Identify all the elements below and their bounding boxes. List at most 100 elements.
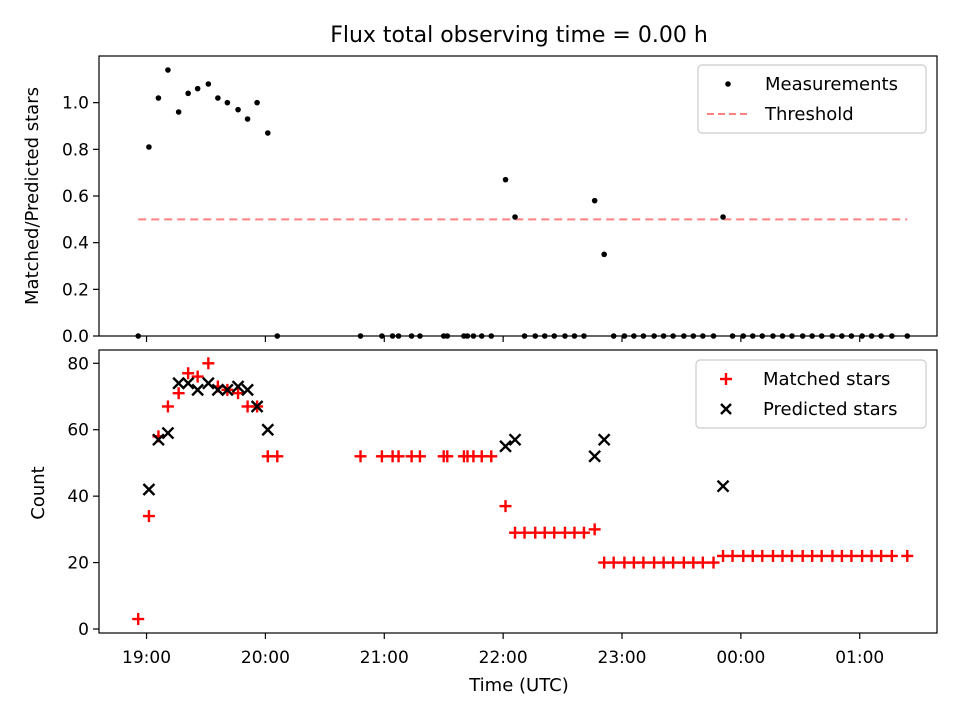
- matched-star-point: [132, 613, 145, 626]
- measurement-point: [194, 85, 201, 92]
- predicted-x-stroke-b: [261, 423, 275, 437]
- predicted-star-point: [172, 376, 185, 390]
- predicted-star-point: [499, 439, 512, 453]
- top-panel: 0.0 0.2 0.4 0.6 0.8 1.0 Matched/Predicted sta…: [22, 55, 938, 347]
- legend-matched-marker: [720, 373, 732, 385]
- predicted-star-point: [142, 483, 156, 496]
- measurement-point: [254, 99, 260, 106]
- matched-star-point: [577, 526, 590, 539]
- bottom-y-tick-label: 0: [78, 620, 89, 640]
- top-y-tick-label: 0.6: [62, 187, 89, 207]
- predicted-x-stroke-b: [191, 383, 205, 397]
- bottom-x-tick-label: 01:00: [835, 648, 884, 668]
- predicted-x-stroke-b: [499, 439, 512, 453]
- matched-star-point: [667, 556, 680, 569]
- bottom-y-tick-label: 40: [67, 487, 89, 507]
- predicted-x-stroke-b: [597, 433, 611, 447]
- measurement-point: [155, 95, 162, 101]
- matched-star-point: [413, 450, 426, 463]
- matched-star-point: [696, 556, 709, 569]
- matched-star-point: [499, 500, 512, 513]
- legend-matched-label: Matched stars: [763, 369, 890, 390]
- legend-measurements-marker: [725, 81, 731, 87]
- predicted-star-point: [211, 383, 225, 397]
- matched-star-point: [607, 556, 620, 569]
- bottom-x-tick-label: 23:00: [598, 648, 647, 668]
- measurement-point: [235, 106, 241, 113]
- matched-star-point: [142, 510, 155, 523]
- bottom-x-tick-label: 00:00: [716, 648, 765, 668]
- predicted-star-point: [231, 380, 245, 393]
- top-y-tick-label: 0.8: [62, 140, 89, 160]
- matched-star-point: [271, 450, 284, 463]
- matched-star-point: [726, 549, 739, 562]
- predicted-star-point: [261, 423, 275, 437]
- bottom-x-tick-label: 21:00: [360, 648, 409, 668]
- bottom-y-tick-label: 20: [67, 554, 89, 574]
- predicted-star-point: [250, 400, 264, 413]
- predicted-x-stroke-b: [231, 380, 245, 393]
- predicted-star-point: [161, 426, 175, 440]
- matched-star-point: [485, 450, 498, 463]
- measurement-point: [205, 81, 212, 87]
- legend-predicted-label: Predicted stars: [763, 399, 897, 420]
- measurement-point: [601, 251, 607, 258]
- bottom-legend: Matched stars Predicted stars: [695, 359, 927, 429]
- bottom-y-tick-label: 60: [67, 421, 89, 441]
- predicted-star-point: [597, 433, 611, 447]
- bottom-x-tick-label: 20:00: [241, 648, 290, 668]
- legend-threshold-label: Threshold: [764, 104, 854, 125]
- matched-star-point: [161, 400, 174, 413]
- top-y-tick-label: 0.2: [62, 280, 89, 300]
- predicted-x-stroke-b: [211, 383, 225, 397]
- predicted-star-point: [508, 433, 522, 447]
- measurement-point: [502, 176, 509, 183]
- bottom-panel: 0 20 40 60 80 19:00 20:00 21:00 22:00 23:00 00:00 0…: [28, 349, 938, 696]
- chart-title: Flux total observing time = 0.00 h: [330, 23, 708, 48]
- predicted-star-point: [202, 376, 215, 390]
- measurement-point: [591, 197, 598, 204]
- x-axis-label: Time (UTC): [468, 675, 569, 696]
- legend-predicted-marker: [720, 403, 732, 415]
- predicted-x-stroke-b: [181, 376, 195, 390]
- matched-star-point: [191, 370, 204, 383]
- matched-star-point: [707, 556, 720, 569]
- measurement-point: [175, 109, 182, 115]
- predicted-star-point: [221, 383, 234, 397]
- matched-star-point: [548, 526, 561, 539]
- matched-star-point: [588, 523, 601, 536]
- predicted-x-stroke-b: [202, 376, 215, 390]
- measurement-point: [185, 90, 191, 97]
- measurement-point: [512, 214, 518, 220]
- predicted-star-point: [181, 376, 195, 390]
- predicted-star-point: [191, 383, 205, 397]
- bottom-y-axis-label: Count: [28, 466, 49, 519]
- measurement-point: [165, 67, 171, 73]
- predicted-star-point: [152, 433, 165, 447]
- predicted-x-stroke-b: [250, 400, 264, 413]
- bottom-x-tick-label: 22:00: [479, 648, 528, 668]
- bottom-plot-frame: [98, 349, 938, 634]
- predicted-x-stroke-b: [142, 483, 156, 496]
- predicted-x-stroke-b: [221, 383, 234, 397]
- top-y-axis-label: Matched/Predicted stars: [22, 87, 43, 305]
- matched-star-point: [785, 549, 798, 562]
- predicted-x-stroke-b: [152, 433, 165, 447]
- predicted-star-point: [588, 449, 602, 463]
- predicted-x-stroke-b: [172, 376, 185, 390]
- top-axes: 0.0 0.2 0.4 0.6 0.8 1.0: [62, 94, 861, 347]
- matched-star-point: [875, 549, 888, 562]
- matched-star-point: [182, 367, 195, 380]
- matched-star-point: [172, 387, 185, 400]
- predicted-star-point: [716, 479, 730, 493]
- matched-star-point: [392, 450, 405, 463]
- bottom-plot-marks: [132, 357, 914, 626]
- matched-star-point: [232, 387, 245, 400]
- matched-star-point: [885, 549, 898, 562]
- bottom-legend-box: [695, 359, 927, 429]
- bottom-y-tick-label: 80: [67, 354, 89, 374]
- predicted-star-point: [241, 383, 254, 397]
- matched-star-point: [441, 450, 454, 463]
- top-y-tick-label: 1.0: [62, 94, 89, 114]
